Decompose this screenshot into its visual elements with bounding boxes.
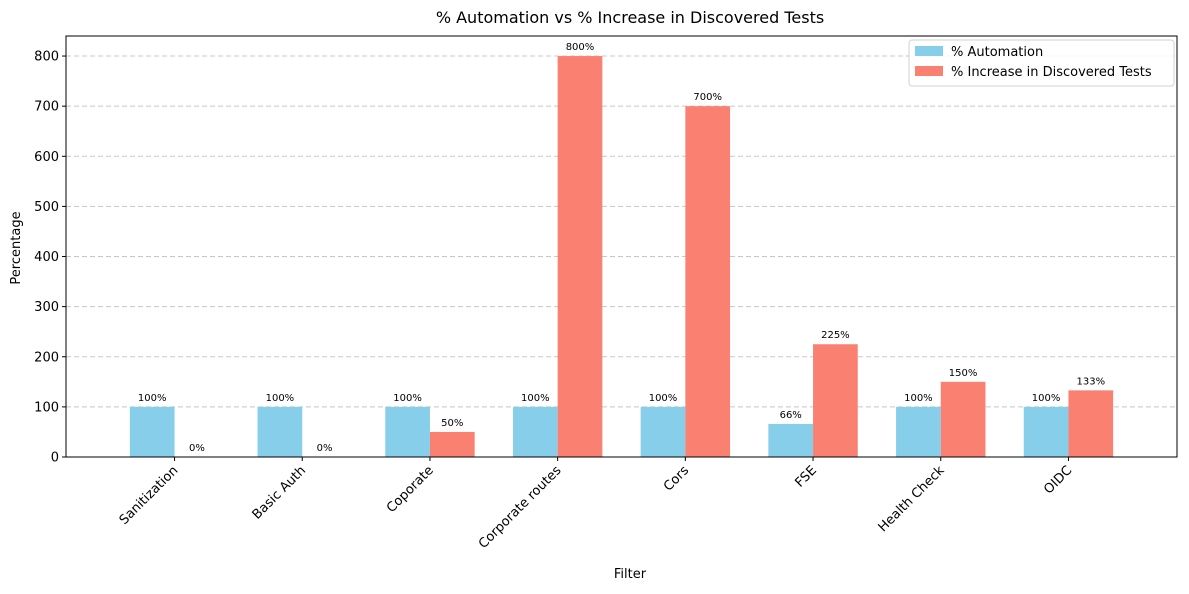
bar-increase xyxy=(940,381,986,457)
bar-value-label: 66% xyxy=(780,410,802,421)
bar-automation xyxy=(512,406,558,457)
y-tick-label: 200 xyxy=(34,350,59,365)
x-tick-label: Cors xyxy=(661,463,692,494)
y-tick-label: 400 xyxy=(34,250,59,265)
legend: % Automation % Increase in Discovered Tes… xyxy=(908,39,1175,87)
bar-increase xyxy=(1068,390,1114,457)
bar-increase xyxy=(813,344,858,457)
bar-value-label: 225% xyxy=(821,330,850,341)
legend-swatch xyxy=(915,46,943,56)
y-tick-label: 100 xyxy=(34,400,59,415)
y-tick-label: 300 xyxy=(34,300,59,315)
x-axis-label: Filter xyxy=(614,567,647,582)
bar-value-label: 100% xyxy=(649,393,678,404)
x-tick-label: Corporate routes xyxy=(476,463,565,552)
legend-label: % Automation xyxy=(951,45,1043,60)
x-tick-label: Sanitization xyxy=(117,463,182,528)
bar-increase xyxy=(685,106,731,458)
bar-increase xyxy=(557,56,603,458)
y-tick-label: 0 xyxy=(51,451,59,466)
plot-frame xyxy=(65,35,1178,458)
y-axis: 0 100 200 300 400 500 600 700 800 xyxy=(34,50,66,466)
bar-value-label: 0% xyxy=(189,443,205,454)
bar-value-label: 100% xyxy=(266,393,295,404)
x-tick-label: OIDC xyxy=(1041,463,1075,497)
y-tick-label: 600 xyxy=(34,150,59,165)
bar-value-label: 100% xyxy=(521,393,550,404)
bars xyxy=(129,56,1114,458)
bar-automation xyxy=(129,406,175,457)
bar-automation xyxy=(768,423,814,457)
bar-automation xyxy=(640,406,686,457)
x-tick-label: Coporate xyxy=(384,463,437,516)
x-tick-label: FSE xyxy=(793,463,820,490)
bar-value-label: 800% xyxy=(566,42,595,53)
bar-value-label: 100% xyxy=(1032,393,1061,404)
bar-automation xyxy=(1023,406,1069,457)
bar-automation xyxy=(257,406,303,457)
grid-lines xyxy=(66,55,1177,458)
legend-swatch xyxy=(915,66,943,76)
bar-value-label: 100% xyxy=(393,393,422,404)
data-labels: 100% 0% 100% 0% 100% 50% 100% 800% 100% 700% 66% 22… xyxy=(138,42,1105,454)
y-axis-label: Percentage xyxy=(9,211,24,284)
y-tick-label: 700 xyxy=(34,100,59,115)
y-tick-label: 800 xyxy=(34,50,59,65)
bar-automation xyxy=(896,406,941,457)
bar-value-label: 100% xyxy=(904,393,933,404)
bar-value-label: 0% xyxy=(317,443,333,454)
y-tick-label: 500 xyxy=(34,200,59,215)
x-tick-label: Basic Auth xyxy=(250,463,309,522)
bar-value-label: 150% xyxy=(949,368,978,379)
bar-value-label: 133% xyxy=(1077,376,1106,387)
bar-value-label: 100% xyxy=(138,393,167,404)
bar-automation xyxy=(385,406,430,457)
bar-increase xyxy=(429,431,475,457)
bar-value-label: 700% xyxy=(693,92,722,103)
legend-box xyxy=(908,39,1175,87)
legend-label: % Increase in Discovered Tests xyxy=(951,65,1152,80)
x-tick-label: Health Check xyxy=(876,463,948,535)
x-axis: Sanitization Basic Auth Coporate Corporate … xyxy=(117,457,1075,552)
chart-title: % Automation vs % Increase in Discovered… xyxy=(436,8,824,27)
bar-value-label: 50% xyxy=(441,418,463,429)
